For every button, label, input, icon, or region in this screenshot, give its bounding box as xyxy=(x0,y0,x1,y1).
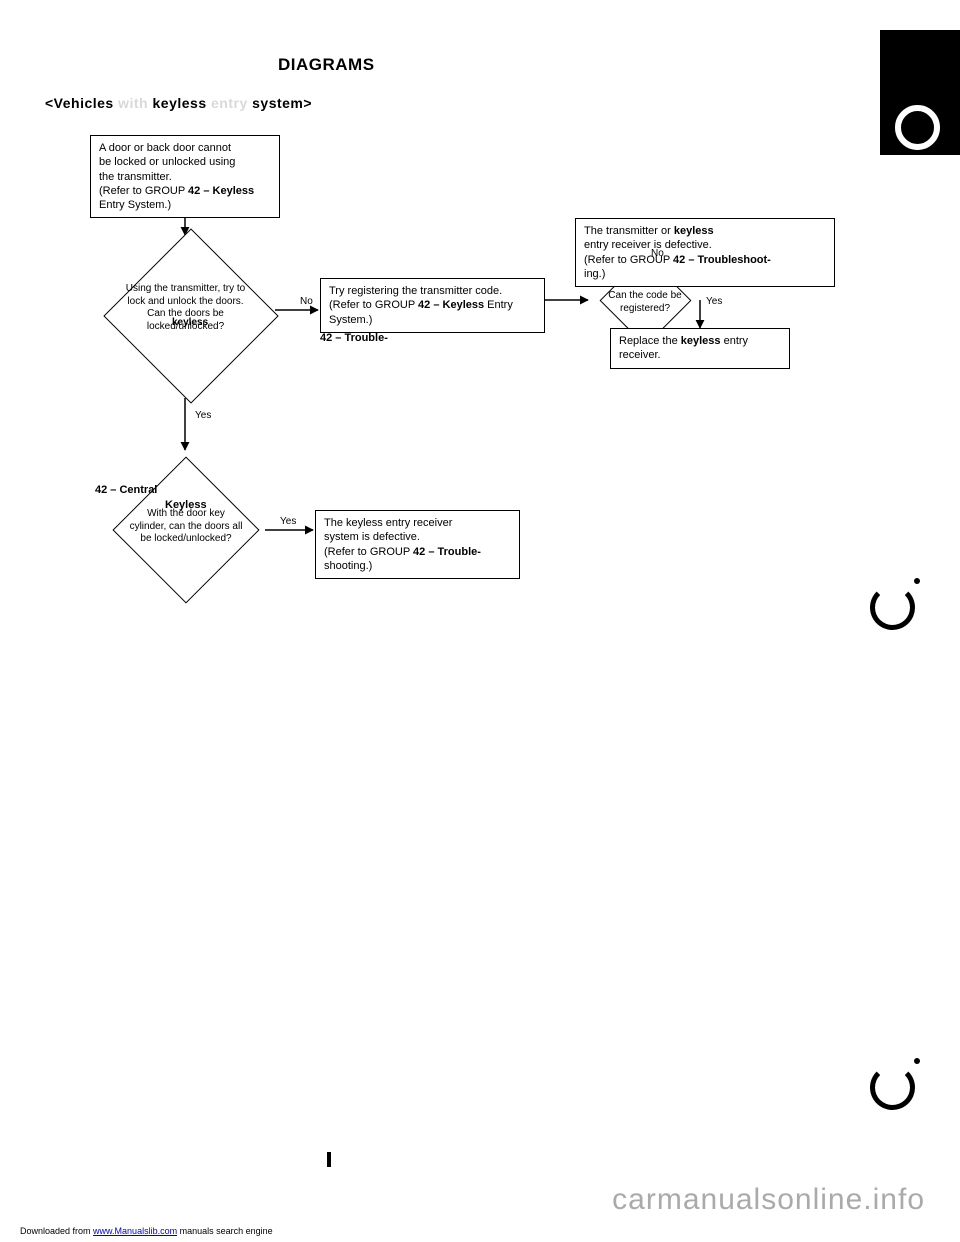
edge-label-no: No xyxy=(300,296,313,307)
footer: Downloaded from www.Manualslib.com manua… xyxy=(20,1226,273,1236)
node-diamond-transmitter: Using the transmitter, try tolock and un… xyxy=(98,223,273,398)
node-text: The keyless entry receiversystem is defe… xyxy=(324,517,481,572)
node-replace-receiver: Replace the keyless entryreceiver. xyxy=(610,328,790,369)
node-text: Replace the keyless entryreceiver. xyxy=(619,335,748,361)
footer-suffix: manuals search engine xyxy=(180,1226,273,1236)
edge-label-yes: Yes xyxy=(195,410,211,421)
node-receiver-defective: The keyless entry receiversystem is defe… xyxy=(315,510,520,579)
node-transmitter-defective: The transmitter or keylessentry receiver… xyxy=(575,218,835,287)
node-register-code: Try registering the transmitter code.(Re… xyxy=(320,278,545,333)
footer-prefix: Downloaded from xyxy=(20,1226,93,1236)
node-text: The transmitter or keylessentry receiver… xyxy=(584,225,771,280)
edge-label-no: No xyxy=(651,248,664,259)
watermark: carmanualsonline.info xyxy=(612,1183,925,1217)
label-central: 42 – Central xyxy=(95,484,157,496)
footer-link[interactable]: www.Manualslib.com xyxy=(93,1226,177,1236)
node-diamond-key-cylinder: With the door keycylinder, can the doors… xyxy=(106,450,266,610)
edge-label-yes: Yes xyxy=(706,296,722,307)
node-start: A door or back door cannotbe locked or u… xyxy=(90,135,280,218)
side-dot-icon xyxy=(914,1058,920,1064)
label-trouble-1: 42 – Trouble- xyxy=(320,332,388,344)
marker-icon xyxy=(327,1152,331,1167)
edge-label-yes: Yes xyxy=(280,516,296,527)
watermark-text: carmanualsonline.info xyxy=(612,1183,925,1216)
node-text: A door or back door cannotbe locked or u… xyxy=(99,142,254,211)
side-ring-icon xyxy=(870,1065,915,1110)
node-text: Try registering the transmitter code.(Re… xyxy=(329,285,513,326)
